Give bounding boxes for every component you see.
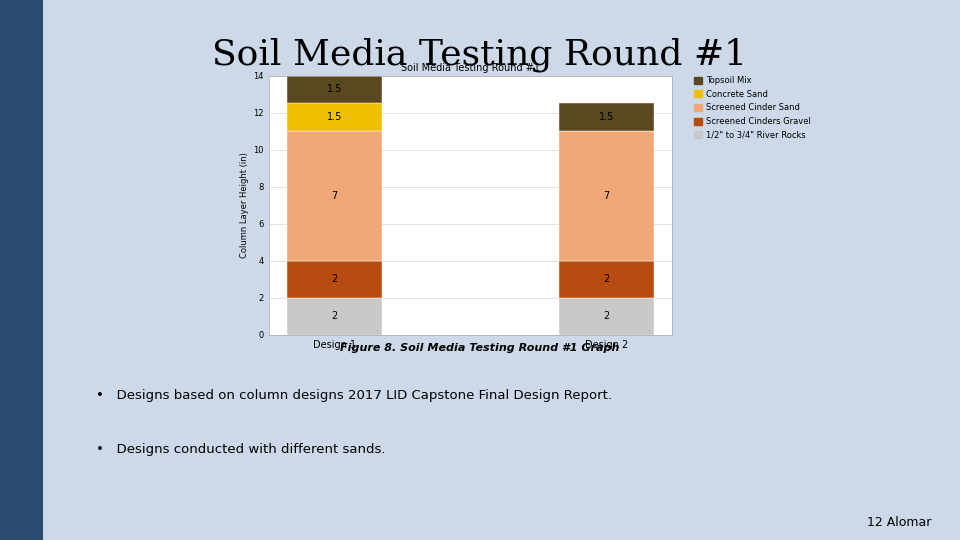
Text: •   Designs conducted with different sands.: • Designs conducted with different sands…	[96, 443, 386, 456]
Title: Soil Media Testing Round #1: Soil Media Testing Round #1	[401, 63, 540, 73]
Bar	[559, 103, 654, 131]
Bar	[287, 298, 382, 335]
Bar	[287, 261, 382, 298]
Bar	[559, 131, 654, 261]
Text: 1.5: 1.5	[327, 112, 343, 122]
Bar	[559, 298, 654, 335]
Text: 2: 2	[603, 311, 610, 321]
Text: •   Designs based on column designs 2017 LID Capstone Final Design Report.: • Designs based on column designs 2017 L…	[96, 389, 612, 402]
Text: 12 Alomar: 12 Alomar	[867, 516, 931, 529]
Text: 1.5: 1.5	[598, 112, 613, 122]
Bar	[287, 103, 382, 131]
Text: 2: 2	[331, 311, 338, 321]
Bar	[559, 261, 654, 298]
Text: Figure 8. Soil Media Testing Round #1 Graph: Figure 8. Soil Media Testing Round #1 Gr…	[340, 343, 620, 353]
Text: Soil Media Testing Round #1: Soil Media Testing Round #1	[212, 38, 748, 72]
Bar	[287, 76, 382, 103]
Text: 7: 7	[603, 191, 610, 201]
Y-axis label: Column Layer Height (in): Column Layer Height (in)	[240, 152, 250, 258]
Bar	[287, 131, 382, 261]
Legend: Topsoil Mix, Concrete Sand, Screened Cinder Sand, Screened Cinders Gravel, 1/2" : Topsoil Mix, Concrete Sand, Screened Cin…	[692, 75, 812, 141]
Text: 2: 2	[603, 274, 610, 284]
Text: 2: 2	[331, 274, 338, 284]
Text: 7: 7	[331, 191, 338, 201]
Text: 1.5: 1.5	[327, 84, 343, 94]
